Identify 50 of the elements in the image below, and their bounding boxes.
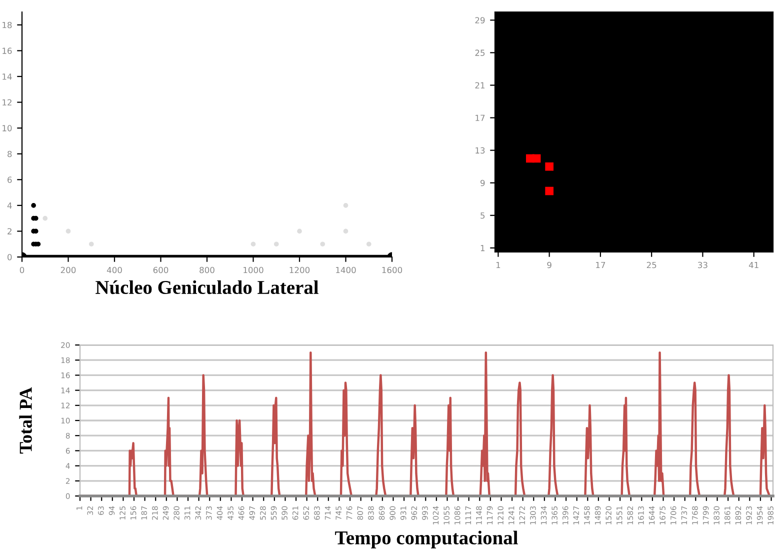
y-axis-title: Total PA: [19, 387, 32, 454]
y-tick-label: 9: [480, 180, 485, 186]
x-tick-label: 1600: [382, 266, 402, 274]
x-tick-label: 17: [596, 262, 606, 268]
point: [297, 228, 302, 234]
point: [42, 216, 48, 221]
x-tick-label: 41: [748, 262, 758, 268]
y-tick-label: 16: [2, 48, 12, 54]
y-tick-label: 2: [8, 228, 12, 234]
x-axis-title: Tempo computacional: [335, 530, 518, 548]
point: [66, 228, 71, 234]
x-tick-label: 800: [200, 266, 214, 274]
point: [320, 242, 326, 247]
point: [366, 242, 372, 247]
y-tick-label: 14: [2, 74, 12, 80]
y-tick-label: 25: [475, 50, 485, 56]
x-tick-label: 1: [496, 262, 500, 268]
y-tick-label: 1: [480, 245, 485, 252]
point: [343, 228, 348, 234]
y-tick-label: 10: [2, 125, 12, 132]
y-tick-label: 12: [2, 99, 12, 106]
x-tick-label: 1000: [244, 266, 264, 274]
x-axis-title: Núcleo Geniculado Lateral: [96, 280, 318, 294]
point: [343, 203, 348, 208]
point: [274, 242, 279, 247]
point: [545, 162, 554, 171]
x-tick-label: 9: [547, 262, 552, 268]
y-tick-label: 4: [7, 202, 12, 209]
point: [88, 242, 94, 247]
y-tick-label: 0: [8, 254, 12, 260]
y-tick-label: 18: [2, 22, 12, 28]
x-tick-label: 400: [106, 266, 122, 274]
point: [532, 154, 541, 163]
x-tick-label: 1400: [336, 266, 356, 274]
point: [250, 242, 256, 247]
x-tick-label: 600: [153, 266, 168, 274]
point: [31, 203, 36, 208]
y-tick-label: 8: [8, 150, 12, 158]
y-tick-label: 6: [8, 176, 12, 183]
y-tick-label: 13: [476, 147, 485, 154]
y-tick-label: 29: [475, 17, 485, 24]
y-tick-label: 5: [480, 212, 485, 219]
x-tick-label: 33: [698, 262, 708, 268]
y-tick-label: 21: [475, 82, 485, 88]
point: [545, 186, 554, 196]
x-tick-label: 200: [60, 266, 76, 274]
x-tick-label: 25: [646, 262, 656, 268]
x-tick-label: 1200: [290, 266, 310, 274]
x-tick-label: 0: [20, 266, 24, 274]
y-tick-label: 17: [476, 114, 485, 121]
